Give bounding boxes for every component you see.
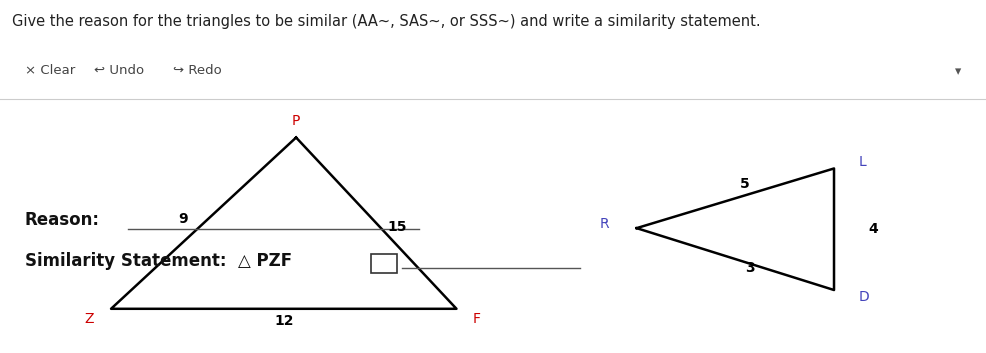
Text: D: D [858,290,869,304]
Text: ↪ Redo: ↪ Redo [173,64,221,77]
Text: Reason:: Reason: [25,211,100,229]
Text: 5: 5 [740,177,749,191]
Text: L: L [858,155,866,169]
Text: ▾: ▾ [953,66,960,79]
Text: R: R [599,217,608,231]
Text: Z: Z [84,312,94,326]
Text: ↩ Undo: ↩ Undo [94,64,144,77]
Text: 4: 4 [868,222,878,236]
Text: 15: 15 [387,220,406,234]
Text: 3: 3 [744,261,754,275]
Text: F: F [471,312,480,326]
Bar [371,253,396,273]
Text: Similarity Statement:  △ PZF: Similarity Statement: △ PZF [25,252,292,270]
Text: 9: 9 [177,212,187,226]
Text: 12: 12 [274,314,293,328]
Text: × Clear: × Clear [25,64,75,77]
Text: P: P [292,114,300,127]
Text: Give the reason for the triangles to be similar (AA~, SAS~, or SSS~) and write a: Give the reason for the triangles to be … [12,14,759,29]
